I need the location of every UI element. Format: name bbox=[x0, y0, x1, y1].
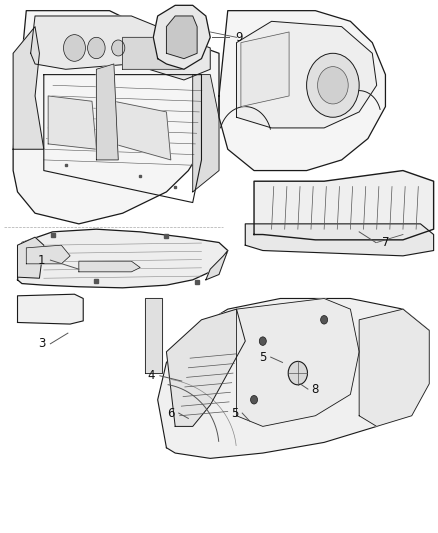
Circle shape bbox=[318, 67, 348, 104]
Polygon shape bbox=[13, 11, 219, 224]
Polygon shape bbox=[13, 27, 44, 149]
Polygon shape bbox=[158, 298, 429, 458]
Polygon shape bbox=[254, 171, 434, 240]
Polygon shape bbox=[241, 32, 289, 107]
Polygon shape bbox=[18, 229, 228, 288]
Circle shape bbox=[307, 53, 359, 117]
Text: 7: 7 bbox=[381, 236, 389, 249]
Polygon shape bbox=[96, 64, 118, 160]
Text: 3: 3 bbox=[38, 337, 45, 350]
Circle shape bbox=[288, 361, 307, 385]
Text: 4: 4 bbox=[147, 369, 155, 382]
Polygon shape bbox=[18, 294, 83, 324]
Polygon shape bbox=[48, 96, 96, 149]
Circle shape bbox=[112, 40, 125, 56]
Text: 6: 6 bbox=[167, 407, 175, 419]
Polygon shape bbox=[123, 37, 184, 69]
Polygon shape bbox=[79, 261, 140, 272]
Polygon shape bbox=[145, 298, 162, 373]
Text: 5: 5 bbox=[231, 407, 238, 419]
Polygon shape bbox=[237, 298, 359, 426]
Circle shape bbox=[321, 316, 328, 324]
Polygon shape bbox=[193, 75, 219, 192]
Text: 8: 8 bbox=[312, 383, 319, 395]
Text: 5: 5 bbox=[259, 351, 266, 364]
Polygon shape bbox=[166, 309, 245, 426]
Polygon shape bbox=[153, 5, 210, 69]
Circle shape bbox=[64, 35, 85, 61]
Polygon shape bbox=[359, 309, 429, 426]
Circle shape bbox=[88, 37, 105, 59]
Text: 9: 9 bbox=[235, 31, 243, 44]
Circle shape bbox=[251, 395, 258, 404]
Polygon shape bbox=[114, 101, 171, 160]
Polygon shape bbox=[166, 16, 197, 59]
Text: 1: 1 bbox=[38, 254, 46, 266]
Polygon shape bbox=[206, 251, 228, 280]
Polygon shape bbox=[31, 16, 210, 80]
Polygon shape bbox=[219, 11, 385, 171]
Circle shape bbox=[259, 337, 266, 345]
Polygon shape bbox=[18, 237, 44, 278]
Polygon shape bbox=[237, 21, 377, 128]
Polygon shape bbox=[26, 245, 70, 264]
Polygon shape bbox=[245, 224, 434, 256]
